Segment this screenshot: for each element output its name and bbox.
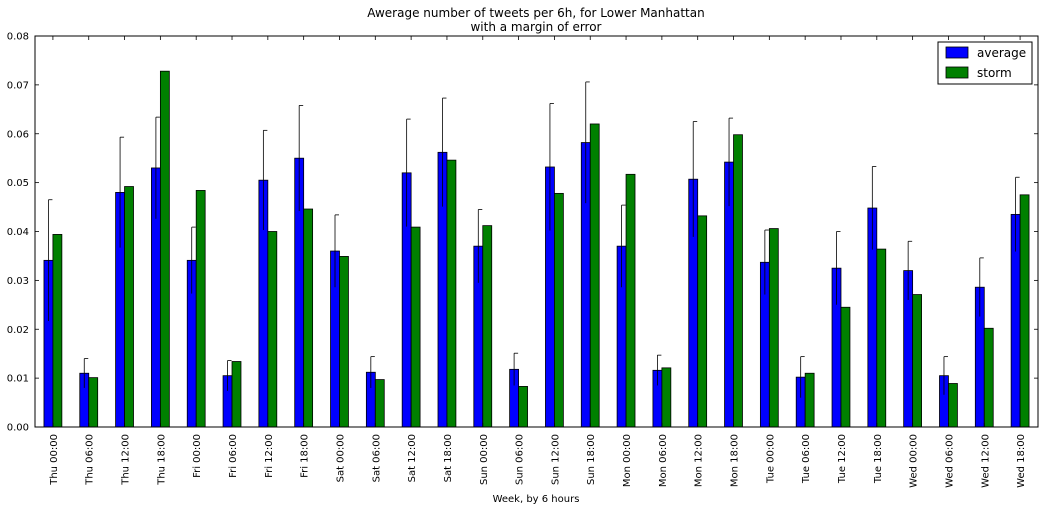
x-tick-label: Sat 00:00 <box>335 434 346 482</box>
bar-storm <box>876 248 887 428</box>
bar-storm <box>697 215 708 428</box>
error-bars-group <box>48 81 1020 398</box>
bar-storm <box>1019 194 1030 428</box>
x-tick-label: Tue 00:00 <box>765 434 776 484</box>
bar-storm <box>589 123 600 428</box>
x-tick-label: Sun 06:00 <box>515 434 526 485</box>
y-tick-label: 0.00 <box>7 423 29 434</box>
y-tick-label: 0.08 <box>7 32 29 43</box>
bar-storm <box>482 225 493 428</box>
y-tick-label: 0.01 <box>7 374 29 385</box>
x-tick-label: Tue 12:00 <box>837 434 848 484</box>
x-axis: Thu 00:00 Thu 06:00 Thu 12:00 Thu 18:00 Fri … <box>49 36 1027 488</box>
x-tick-label: Wed 00:00 <box>909 434 920 488</box>
x-tick-label: Sun 00:00 <box>479 434 490 485</box>
x-tick-label: Thu 00:00 <box>49 434 60 486</box>
bar-storm <box>88 377 99 428</box>
x-tick-label: Fri 18:00 <box>300 434 311 478</box>
bar-storm <box>983 327 994 428</box>
y-tick-label: 0.07 <box>7 80 29 91</box>
y-tick-label: 0.06 <box>7 129 29 140</box>
bar-storm <box>661 367 672 428</box>
x-tick-label: Mon 06:00 <box>658 434 669 487</box>
bar-storm <box>195 190 206 428</box>
x-tick-label: Sat 06:00 <box>371 434 382 482</box>
x-axis-label: Week, by 6 hours <box>493 494 580 505</box>
x-tick-label: Mon 00:00 <box>622 434 633 487</box>
x-tick-label: Mon 12:00 <box>694 434 705 487</box>
y-tick-label: 0.04 <box>7 227 29 238</box>
x-tick-label: Thu 12:00 <box>121 434 132 486</box>
x-tick-label: Thu 18:00 <box>156 434 167 486</box>
chart-subtitle: with a margin of error <box>470 20 601 34</box>
x-tick-label: Fri 12:00 <box>264 434 275 478</box>
x-tick-label: Fri 06:00 <box>228 434 239 478</box>
bar-storm <box>303 208 314 428</box>
x-tick-label: Sat 12:00 <box>407 434 418 482</box>
x-tick-label: Tue 18:00 <box>873 434 884 484</box>
x-tick-label: Wed 12:00 <box>980 434 991 488</box>
legend-label-storm: storm <box>977 66 1012 80</box>
bar-storm <box>52 234 63 428</box>
x-tick-label: Wed 06:00 <box>944 434 955 488</box>
bar-storm <box>554 192 564 428</box>
bars-group <box>43 70 1030 428</box>
bar-storm <box>625 173 636 428</box>
bar-storm <box>231 361 242 428</box>
x-tick-label: Wed 18:00 <box>1016 434 1027 488</box>
bar-storm <box>374 379 385 428</box>
y-axis: 0.00 0.01 0.02 0.03 0.04 0.05 0.06 0.07 0.08 <box>7 32 1038 434</box>
legend-swatch-storm <box>945 66 969 79</box>
y-tick-label: 0.02 <box>7 325 29 336</box>
bar-storm <box>124 186 134 428</box>
bar-storm <box>267 231 278 428</box>
legend-swatch-average <box>945 46 969 59</box>
legend-label-average: average <box>977 46 1026 60</box>
plot-frame <box>34 35 1039 428</box>
bar-storm <box>804 372 815 428</box>
bar-storm <box>518 386 528 428</box>
bar-storm <box>410 226 421 428</box>
x-tick-label: Sat 18:00 <box>443 434 454 482</box>
chart-title: Awerage number of tweets per 6h, for Low… <box>367 6 704 20</box>
bar-storm <box>446 159 457 428</box>
bar-storm <box>948 383 958 428</box>
bar-storm <box>768 228 779 428</box>
y-tick-label: 0.05 <box>7 178 29 189</box>
x-tick-label: Thu 06:00 <box>85 434 96 486</box>
x-tick-label: Fri 00:00 <box>192 434 203 478</box>
x-tick-label: Sun 18:00 <box>586 434 597 485</box>
legend: average storm <box>937 41 1033 85</box>
bar-storm <box>339 256 349 428</box>
y-tick-label: 0.03 <box>7 276 29 287</box>
x-tick-label: Tue 06:00 <box>801 434 812 484</box>
x-tick-label: Sun 12:00 <box>550 434 561 485</box>
bar-storm <box>912 294 922 428</box>
bar-storm <box>733 134 743 428</box>
x-tick-label: Mon 18:00 <box>730 434 741 487</box>
bar-storm <box>159 70 170 428</box>
bar-storm <box>840 306 851 428</box>
